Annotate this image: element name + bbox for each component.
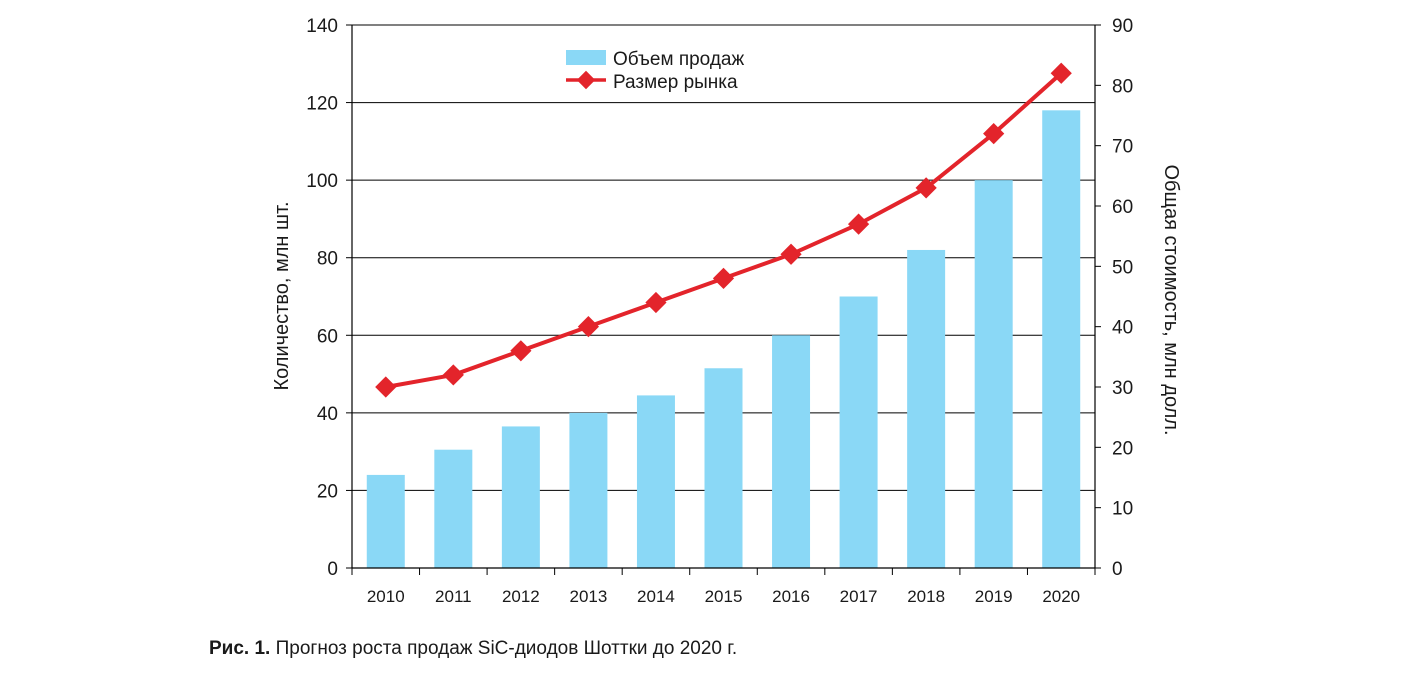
x-tick-label: 2019 <box>975 587 1013 606</box>
y-tick-label: 20 <box>317 481 338 502</box>
line-point <box>375 376 397 398</box>
line-path <box>385 71 1063 389</box>
bar <box>569 412 608 568</box>
legend-label-bar: Объем продаж <box>613 49 744 70</box>
grid-lines <box>352 24 1095 491</box>
y2-tick-label: 30 <box>1112 378 1133 399</box>
y-tick-label: 40 <box>317 404 338 425</box>
x-axis-ticks: 2010 2011 2012 2013 2014 2015 2016 2017 2018 2019… <box>351 568 1096 606</box>
y-tick-label: 60 <box>317 326 338 347</box>
line-point <box>510 340 532 362</box>
x-tick-label: 2015 <box>705 587 743 606</box>
y2-axis-title: Общая стоимость, млн долл. <box>1160 164 1182 435</box>
figure-caption-text: Прогноз роста продаж SiC-диодов Шоттки д… <box>275 638 738 659</box>
x-tick-label: 2020 <box>1042 587 1080 606</box>
bar <box>636 395 675 568</box>
line-point <box>847 213 870 235</box>
y2-tick-label: 0 <box>1112 559 1123 580</box>
x-tick-label: 2016 <box>772 587 810 606</box>
legend-swatch-bar <box>566 50 606 65</box>
x-tick-label: 2012 <box>502 587 540 606</box>
figure-caption: Рис. 1. Прогноз роста продаж SiC-диодов … <box>209 638 737 660</box>
chart: 0 20 40 60 80 100 120 140 0 10 20 30 40 50 60 70 80 90 2… <box>271 16 1182 606</box>
y2-tick-label: 60 <box>1112 197 1133 218</box>
line-point <box>780 243 802 265</box>
right-axis-ticks: 0 10 20 30 40 50 60 70 80 90 <box>1095 16 1133 580</box>
y2-tick-label: 10 <box>1112 499 1133 520</box>
legend-swatch-marker <box>576 70 596 90</box>
legend: Объем продаж Размер рынка <box>566 49 744 93</box>
bar-series <box>366 110 1081 568</box>
y2-tick-label: 70 <box>1112 137 1133 158</box>
y-tick-label: 100 <box>306 171 338 192</box>
x-tick-label: 2013 <box>569 587 607 606</box>
line-point <box>577 316 600 338</box>
x-tick-label: 2014 <box>637 587 675 606</box>
bar <box>1042 110 1081 568</box>
line-point <box>983 122 1005 145</box>
bar <box>366 474 405 568</box>
legend-label-line: Размер рынка <box>613 72 738 93</box>
y2-tick-label: 20 <box>1112 438 1133 459</box>
y-tick-label: 140 <box>306 16 338 37</box>
line-point <box>712 267 735 290</box>
x-tick-label: 2017 <box>840 587 878 606</box>
x-tick-label: 2010 <box>367 587 405 606</box>
left-axis-ticks: 0 20 40 60 80 100 120 140 <box>306 16 352 580</box>
line-series <box>375 62 1072 398</box>
line-point <box>915 177 937 199</box>
y2-tick-label: 80 <box>1112 76 1133 97</box>
bar <box>704 368 743 568</box>
bar <box>839 296 878 568</box>
y2-tick-label: 50 <box>1112 257 1133 278</box>
y2-tick-label: 90 <box>1112 16 1133 37</box>
y-tick-label: 120 <box>306 94 338 115</box>
y-axis-title: Количество, млн шт. <box>271 201 293 390</box>
x-tick-label: 2011 <box>435 587 472 606</box>
line-point <box>442 364 464 386</box>
line-point <box>645 291 667 314</box>
bar <box>907 249 946 568</box>
y-tick-label: 80 <box>317 249 338 270</box>
bar <box>501 426 540 568</box>
x-tick-label: 2018 <box>907 587 945 606</box>
figure-caption-label: Рис. 1. <box>209 638 271 659</box>
y2-tick-label: 40 <box>1112 318 1133 339</box>
bar <box>772 335 811 568</box>
axes <box>351 25 1096 569</box>
y-tick-label: 0 <box>327 559 338 580</box>
bar <box>434 449 473 568</box>
bar <box>974 180 1013 568</box>
